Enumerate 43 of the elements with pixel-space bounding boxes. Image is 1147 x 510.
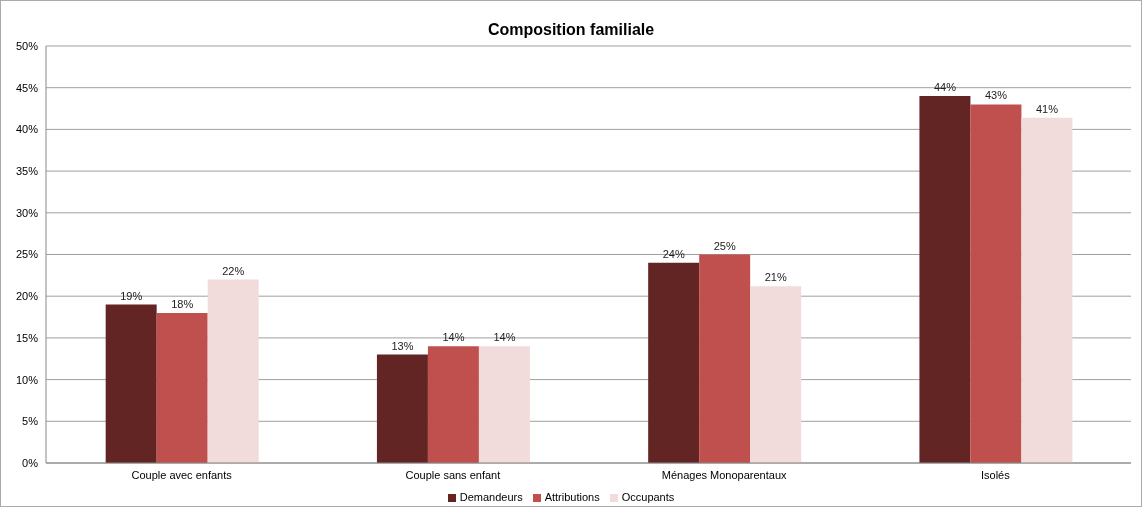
legend-label: Attributions [544,491,600,503]
data-label: 14% [442,331,465,344]
y-tick-label: 20% [15,290,39,303]
data-label: 13% [391,339,414,352]
x-tick-label: Couple sans enfant [405,468,501,481]
data-label: 44% [933,81,957,94]
y-tick-label: 0% [22,456,39,469]
bar [648,262,700,463]
x-tick-label: Ménages Monoparentaux [661,468,787,481]
x-tick-label: Couple avec enfants [131,468,233,481]
y-tick-label: 50% [15,39,39,52]
data-label: 21% [764,271,787,284]
data-label: 18% [171,297,194,310]
bar [750,286,802,463]
bar [970,104,1022,463]
bar [207,279,259,463]
chart-title: Composition familiale [486,21,656,39]
y-tick-label: 10% [15,373,39,386]
y-tick-label: 30% [15,206,39,219]
y-tick-label: 15% [15,331,39,344]
data-label: 41% [1035,102,1059,115]
legend-label: Demandeurs [459,491,523,503]
y-tick-label: 5% [22,415,39,428]
data-label: 19% [120,289,143,302]
data-label: 43% [984,89,1008,102]
bar [699,254,751,463]
y-tick-label: 25% [15,248,39,261]
bar [376,354,428,463]
data-label: 25% [713,239,736,252]
data-label: 14% [493,331,516,344]
x-tick-label: Isolés [981,468,1011,481]
bar [919,96,971,463]
data-label: 24% [662,247,685,260]
bar [156,312,208,463]
bar [1021,117,1073,463]
y-tick-label: 45% [15,81,39,94]
y-tick-label: 40% [15,123,39,136]
legend-label: Occupants [621,491,675,503]
bar [478,346,530,463]
bar [427,346,479,463]
bar [105,304,157,463]
data-label: 22% [222,264,245,277]
y-tick-label: 35% [15,165,39,178]
